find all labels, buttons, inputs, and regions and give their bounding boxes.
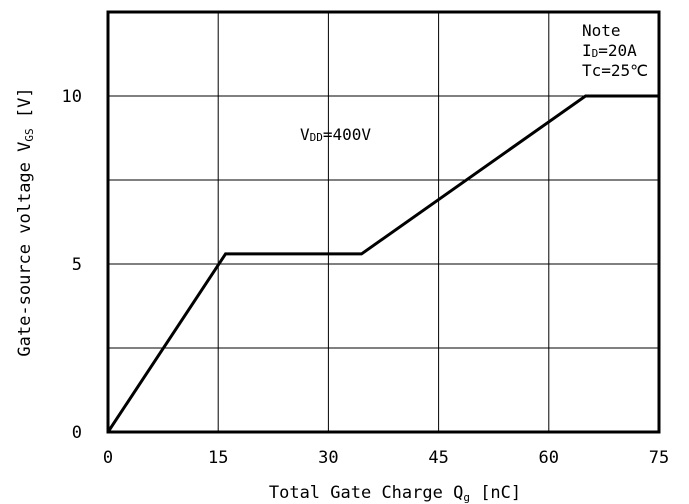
vdd-annotation-value: =400V bbox=[323, 125, 372, 144]
x-tick-labels: 0 15 30 45 60 75 bbox=[103, 448, 669, 468]
series-layer bbox=[106, 94, 659, 433]
note-case-temperature: Tc=25℃ bbox=[582, 61, 648, 80]
x-tick-label-2: 30 bbox=[318, 448, 338, 468]
x-axis-title-subscript: g bbox=[463, 491, 470, 504]
y-tick-label-1: 5 bbox=[72, 255, 82, 275]
note-drain-current-subscript: D bbox=[592, 47, 599, 60]
note-drain-current: ID=20A bbox=[582, 41, 637, 60]
series-line-0 bbox=[106, 94, 659, 433]
vdd-annotation-subscript: DD bbox=[310, 131, 323, 144]
note-title: Note bbox=[582, 21, 621, 40]
x-tick-label-5: 75 bbox=[649, 448, 669, 468]
y-tick-labels: 0 5 10 bbox=[62, 87, 82, 443]
x-tick-label-4: 60 bbox=[539, 448, 559, 468]
y-tick-label-2: 10 bbox=[62, 87, 82, 107]
vdd-annotation: VDD=400V bbox=[300, 125, 371, 144]
vdd-annotation-main: V bbox=[300, 125, 310, 144]
x-tick-label-0: 0 bbox=[103, 448, 113, 468]
x-tick-label-3: 45 bbox=[428, 448, 448, 468]
y-axis-title-subscript: GS bbox=[23, 128, 36, 141]
y-axis-title-unit: [V] bbox=[15, 87, 35, 128]
note-drain-current-value: =20A bbox=[598, 41, 637, 60]
y-tick-label-0: 0 bbox=[72, 423, 82, 443]
y-axis-title-main: Gate-source voltage V bbox=[15, 142, 35, 357]
plot-frame bbox=[106, 10, 661, 434]
x-tick-label-1: 15 bbox=[208, 448, 228, 468]
x-axis-title-unit: [nC] bbox=[470, 483, 521, 503]
y-axis-title: Gate-source voltage VGS [V] bbox=[15, 87, 36, 356]
x-axis-title-main: Total Gate Charge Q bbox=[269, 483, 463, 503]
grid bbox=[108, 12, 659, 432]
x-axis-title: Total Gate Charge Qg [nC] bbox=[269, 483, 521, 504]
note-drain-current-main: I bbox=[582, 41, 592, 60]
